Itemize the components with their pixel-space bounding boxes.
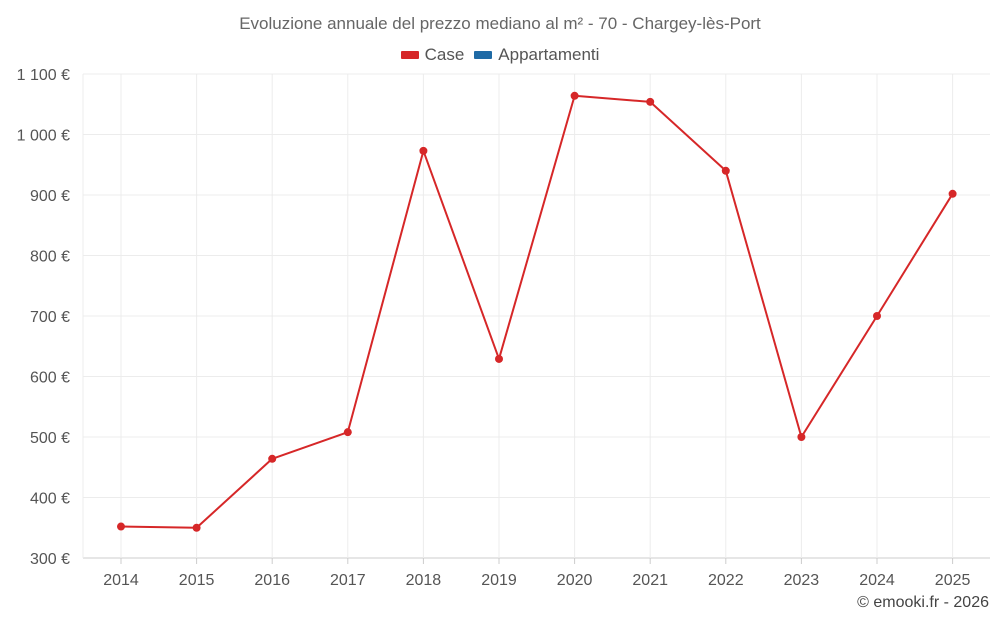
y-tick-label: 700 € [30, 309, 70, 326]
series-line-case [120, 94, 954, 529]
data-point-2019 [495, 354, 503, 363]
x-tick-label: 2022 [708, 572, 744, 589]
x-tick-label: 2017 [330, 572, 366, 589]
y-tick-label: 300 € [30, 551, 70, 568]
data-point-2018 [419, 146, 428, 155]
x-tick-label: 2014 [103, 572, 139, 589]
credit-text: © emooki.fr - 2026 [857, 594, 989, 611]
data-point-2023 [797, 433, 806, 441]
chart-title: Evoluzione annuale del prezzo mediano al… [239, 14, 761, 33]
data-point-2024 [873, 312, 881, 320]
legend-label-appartamenti: Appartamenti [498, 45, 600, 64]
y-tick-label: 1 100 € [17, 67, 70, 84]
legend-swatch-appartamenti [474, 51, 493, 59]
legend-label-case: Case [424, 45, 465, 64]
x-tick-label: 2021 [632, 572, 668, 589]
y-tick-label: 500 € [30, 430, 70, 447]
data-point-2021 [646, 97, 655, 106]
x-tick-label: 2018 [406, 572, 442, 589]
chart-legend: Case Appartamenti [0, 45, 1000, 65]
x-tick-label: 2025 [935, 572, 971, 589]
x-tick-label: 2020 [557, 572, 593, 589]
data-point-2022 [721, 166, 730, 175]
x-tick-label: 2016 [254, 572, 290, 589]
y-tick-label: 600 € [30, 370, 70, 387]
x-tick-label: 2023 [784, 572, 820, 589]
y-tick-label: 1 000 € [17, 128, 70, 145]
y-tick-label: 900 € [30, 188, 70, 205]
x-tick-label: 2024 [859, 572, 895, 589]
x-tick-label: 2015 [179, 572, 215, 589]
data-point-2020 [570, 91, 579, 100]
legend-item-appartamenti[interactable]: Appartamenti [474, 45, 599, 65]
data-point-2015 [192, 523, 201, 532]
y-tick-label: 800 € [30, 249, 70, 266]
data-point-2014 [117, 522, 125, 531]
data-point-2025 [948, 189, 957, 198]
x-tick-label: 2019 [481, 572, 517, 589]
y-tick-label: 400 € [30, 491, 70, 508]
legend-swatch-case [400, 51, 419, 59]
data-point-2016 [268, 454, 277, 463]
data-point-2017 [343, 428, 352, 437]
legend-item-case[interactable]: Case [400, 45, 465, 65]
